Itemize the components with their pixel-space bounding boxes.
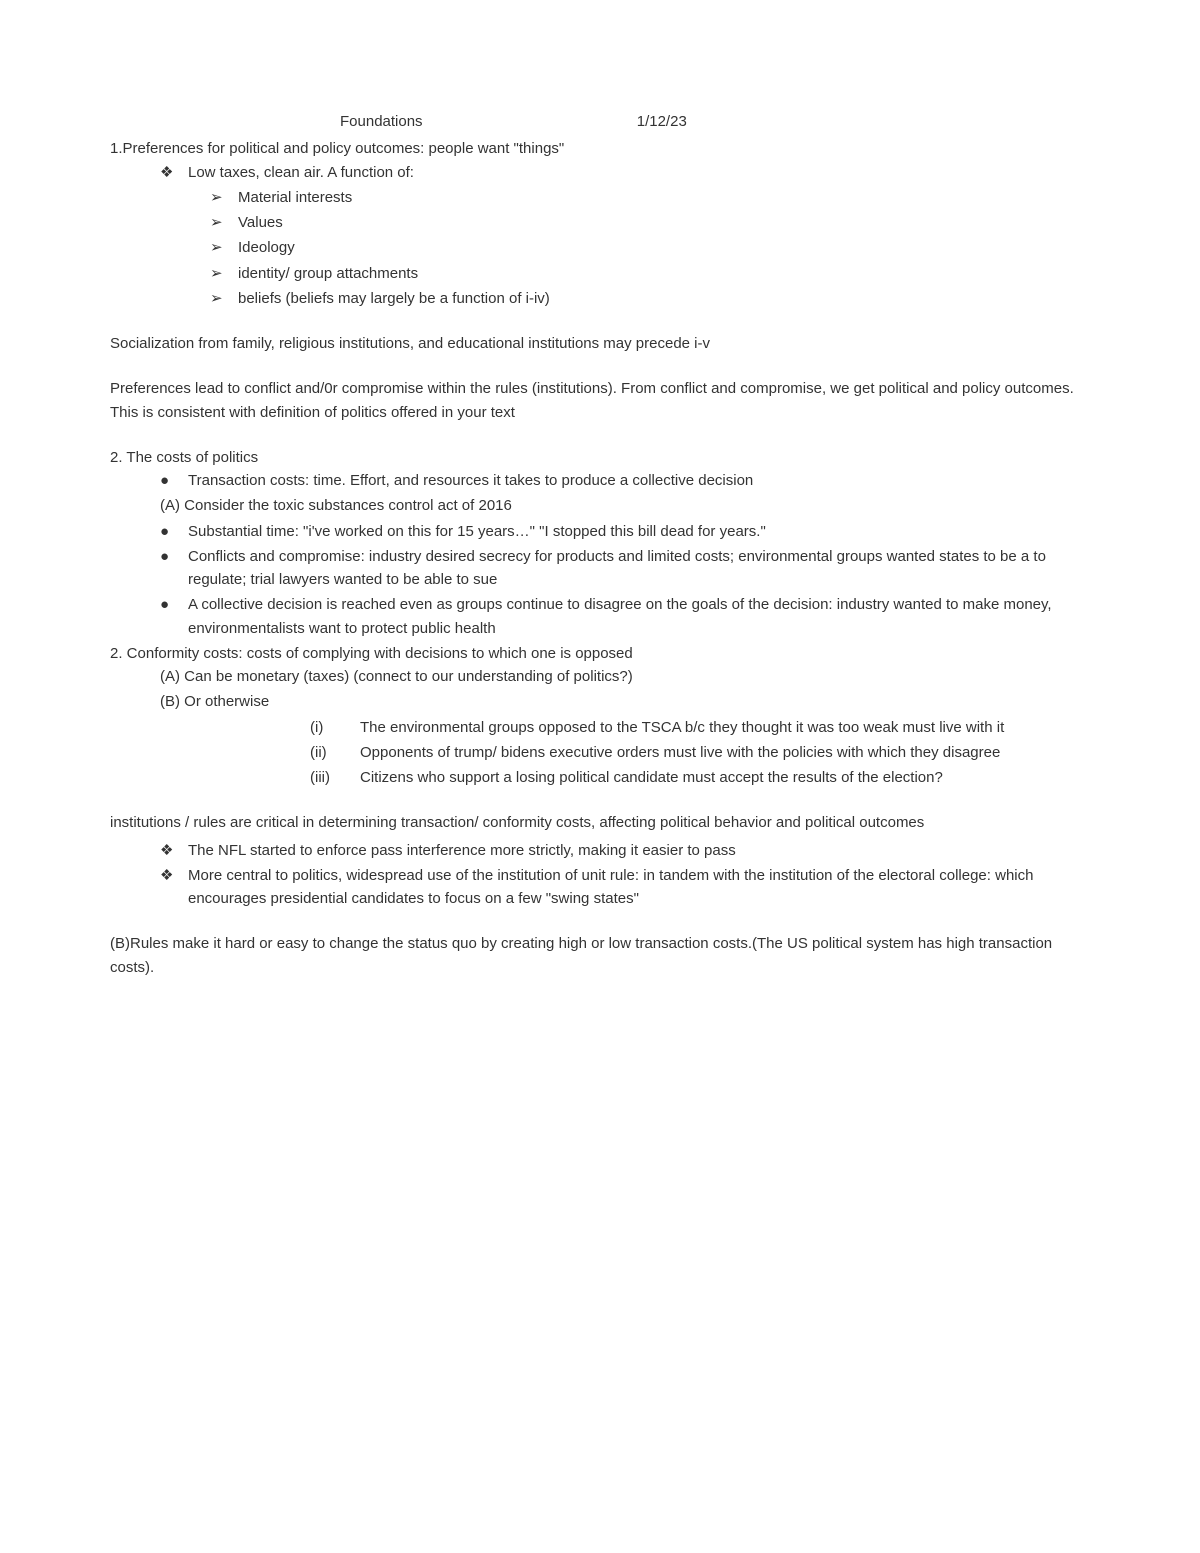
diamond-icon: ❖ <box>160 864 188 911</box>
list-item: ➢ identity/ group attachments <box>210 262 1090 285</box>
list-text: Material interests <box>238 186 1090 209</box>
list-item: (ii) Opponents of trump/ bidens executiv… <box>310 741 1090 764</box>
section-2b-title: 2. Conformity costs: costs of complying … <box>110 642 1090 665</box>
list-item: ❖ The NFL started to enforce pass interf… <box>160 839 1090 862</box>
disc-icon: ● <box>160 469 188 492</box>
list-text: Opponents of trump/ bidens executive ord… <box>360 741 1090 764</box>
list-text: (A) Consider the toxic substances contro… <box>160 494 1090 517</box>
list-item: (i) The environmental groups opposed to … <box>310 716 1090 739</box>
arrow-icon: ➢ <box>210 287 238 310</box>
list-text: (B) Or otherwise <box>160 690 1090 713</box>
disc-icon: ● <box>160 520 188 543</box>
list-item: ❖ Low taxes, clean air. A function of: <box>160 161 1090 184</box>
roman-label: (iii) <box>310 766 360 789</box>
document-page: Foundations 1/12/23 1.Preferences for po… <box>0 0 1200 1553</box>
disc-icon: ● <box>160 545 188 592</box>
list-text: Citizens who support a losing political … <box>360 766 1090 789</box>
list-text: identity/ group attachments <box>238 262 1090 285</box>
list-text: Values <box>238 211 1090 234</box>
list-item: ➢ Values <box>210 211 1090 234</box>
page-title: Foundations <box>340 110 423 133</box>
list-item: (B) Or otherwise <box>160 690 1090 713</box>
list-item: (A) Consider the toxic substances contro… <box>160 494 1090 517</box>
list-text: Substantial time: "i've worked on this f… <box>188 520 1090 543</box>
disc-icon: ● <box>160 593 188 640</box>
diamond-icon: ❖ <box>160 161 188 184</box>
list-text: Transaction costs: time. Effort, and res… <box>188 469 1090 492</box>
paragraph: (B)Rules make it hard or easy to change … <box>110 932 1090 979</box>
arrow-icon: ➢ <box>210 262 238 285</box>
list-item: ● Transaction costs: time. Effort, and r… <box>160 469 1090 492</box>
list-item: ● Conflicts and compromise: industry des… <box>160 545 1090 592</box>
paragraph: Preferences lead to conflict and/0r comp… <box>110 377 1090 424</box>
list-text: Ideology <box>238 236 1090 259</box>
list-item: ➢ beliefs (beliefs may largely be a func… <box>210 287 1090 310</box>
list-text: A collective decision is reached even as… <box>188 593 1090 640</box>
list-text: Low taxes, clean air. A function of: <box>188 161 1090 184</box>
list-item: ● A collective decision is reached even … <box>160 593 1090 640</box>
list-text: More central to politics, widespread use… <box>188 864 1090 911</box>
paragraph: Socialization from family, religious ins… <box>110 332 1090 355</box>
section-2-title: 2. The costs of politics <box>110 446 1090 469</box>
roman-label: (ii) <box>310 741 360 764</box>
list-text: beliefs (beliefs may largely be a functi… <box>238 287 1090 310</box>
list-item: ➢ Material interests <box>210 186 1090 209</box>
paragraph: institutions / rules are critical in det… <box>110 811 1090 834</box>
list-text: The environmental groups opposed to the … <box>360 716 1090 739</box>
page-date: 1/12/23 <box>637 110 687 133</box>
roman-label: (i) <box>310 716 360 739</box>
list-item: (A) Can be monetary (taxes) (connect to … <box>160 665 1090 688</box>
list-item: ➢ Ideology <box>210 236 1090 259</box>
arrow-icon: ➢ <box>210 236 238 259</box>
list-item: ● Substantial time: "i've worked on this… <box>160 520 1090 543</box>
section-1-title: 1.Preferences for political and policy o… <box>110 137 1090 160</box>
list-item: (iii) Citizens who support a losing poli… <box>310 766 1090 789</box>
list-text: Conflicts and compromise: industry desir… <box>188 545 1090 592</box>
list-item: ❖ More central to politics, widespread u… <box>160 864 1090 911</box>
list-text: The NFL started to enforce pass interfer… <box>188 839 1090 862</box>
arrow-icon: ➢ <box>210 211 238 234</box>
arrow-icon: ➢ <box>210 186 238 209</box>
diamond-icon: ❖ <box>160 839 188 862</box>
header-line: Foundations 1/12/23 <box>110 110 1090 133</box>
list-text: (A) Can be monetary (taxes) (connect to … <box>160 665 1090 688</box>
